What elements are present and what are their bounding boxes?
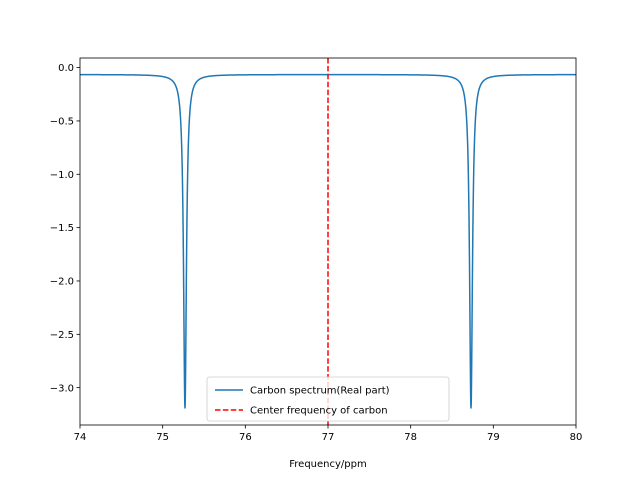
x-axis-ticks: 74 75 76 77 78 79 80 xyxy=(74,425,583,443)
x-tick-label: 74 xyxy=(74,432,87,443)
y-tick-label: −3.0 xyxy=(50,383,74,394)
x-tick-label: 75 xyxy=(156,432,169,443)
y-axis-ticks: 0.0 −0.5 −1.0 −1.5 −2.0 −2.5 −3.0 xyxy=(50,63,80,394)
legend: Carbon spectrum(Real part) Center frequen… xyxy=(206,376,450,422)
y-tick-label: −2.0 xyxy=(50,277,74,288)
y-tick-label: 0.0 xyxy=(58,63,74,74)
y-tick-label: −1.0 xyxy=(50,170,74,181)
legend-entry-label: Carbon spectrum(Real part) xyxy=(250,386,390,397)
x-tick-label: 78 xyxy=(404,432,417,443)
x-axis-label: Frequency/ppm xyxy=(289,459,366,470)
legend-box xyxy=(206,376,450,422)
x-tick-label: 79 xyxy=(487,432,500,443)
x-tick-label: 77 xyxy=(322,432,335,443)
y-tick-label: −2.5 xyxy=(50,330,74,341)
y-tick-label: −0.5 xyxy=(50,117,74,128)
series-lines xyxy=(80,58,576,425)
legend-entry-label: Center frequency of carbon xyxy=(250,406,388,417)
x-tick-label: 80 xyxy=(570,432,583,443)
y-tick-label: −1.5 xyxy=(50,223,74,234)
x-tick-label: 76 xyxy=(239,432,252,443)
